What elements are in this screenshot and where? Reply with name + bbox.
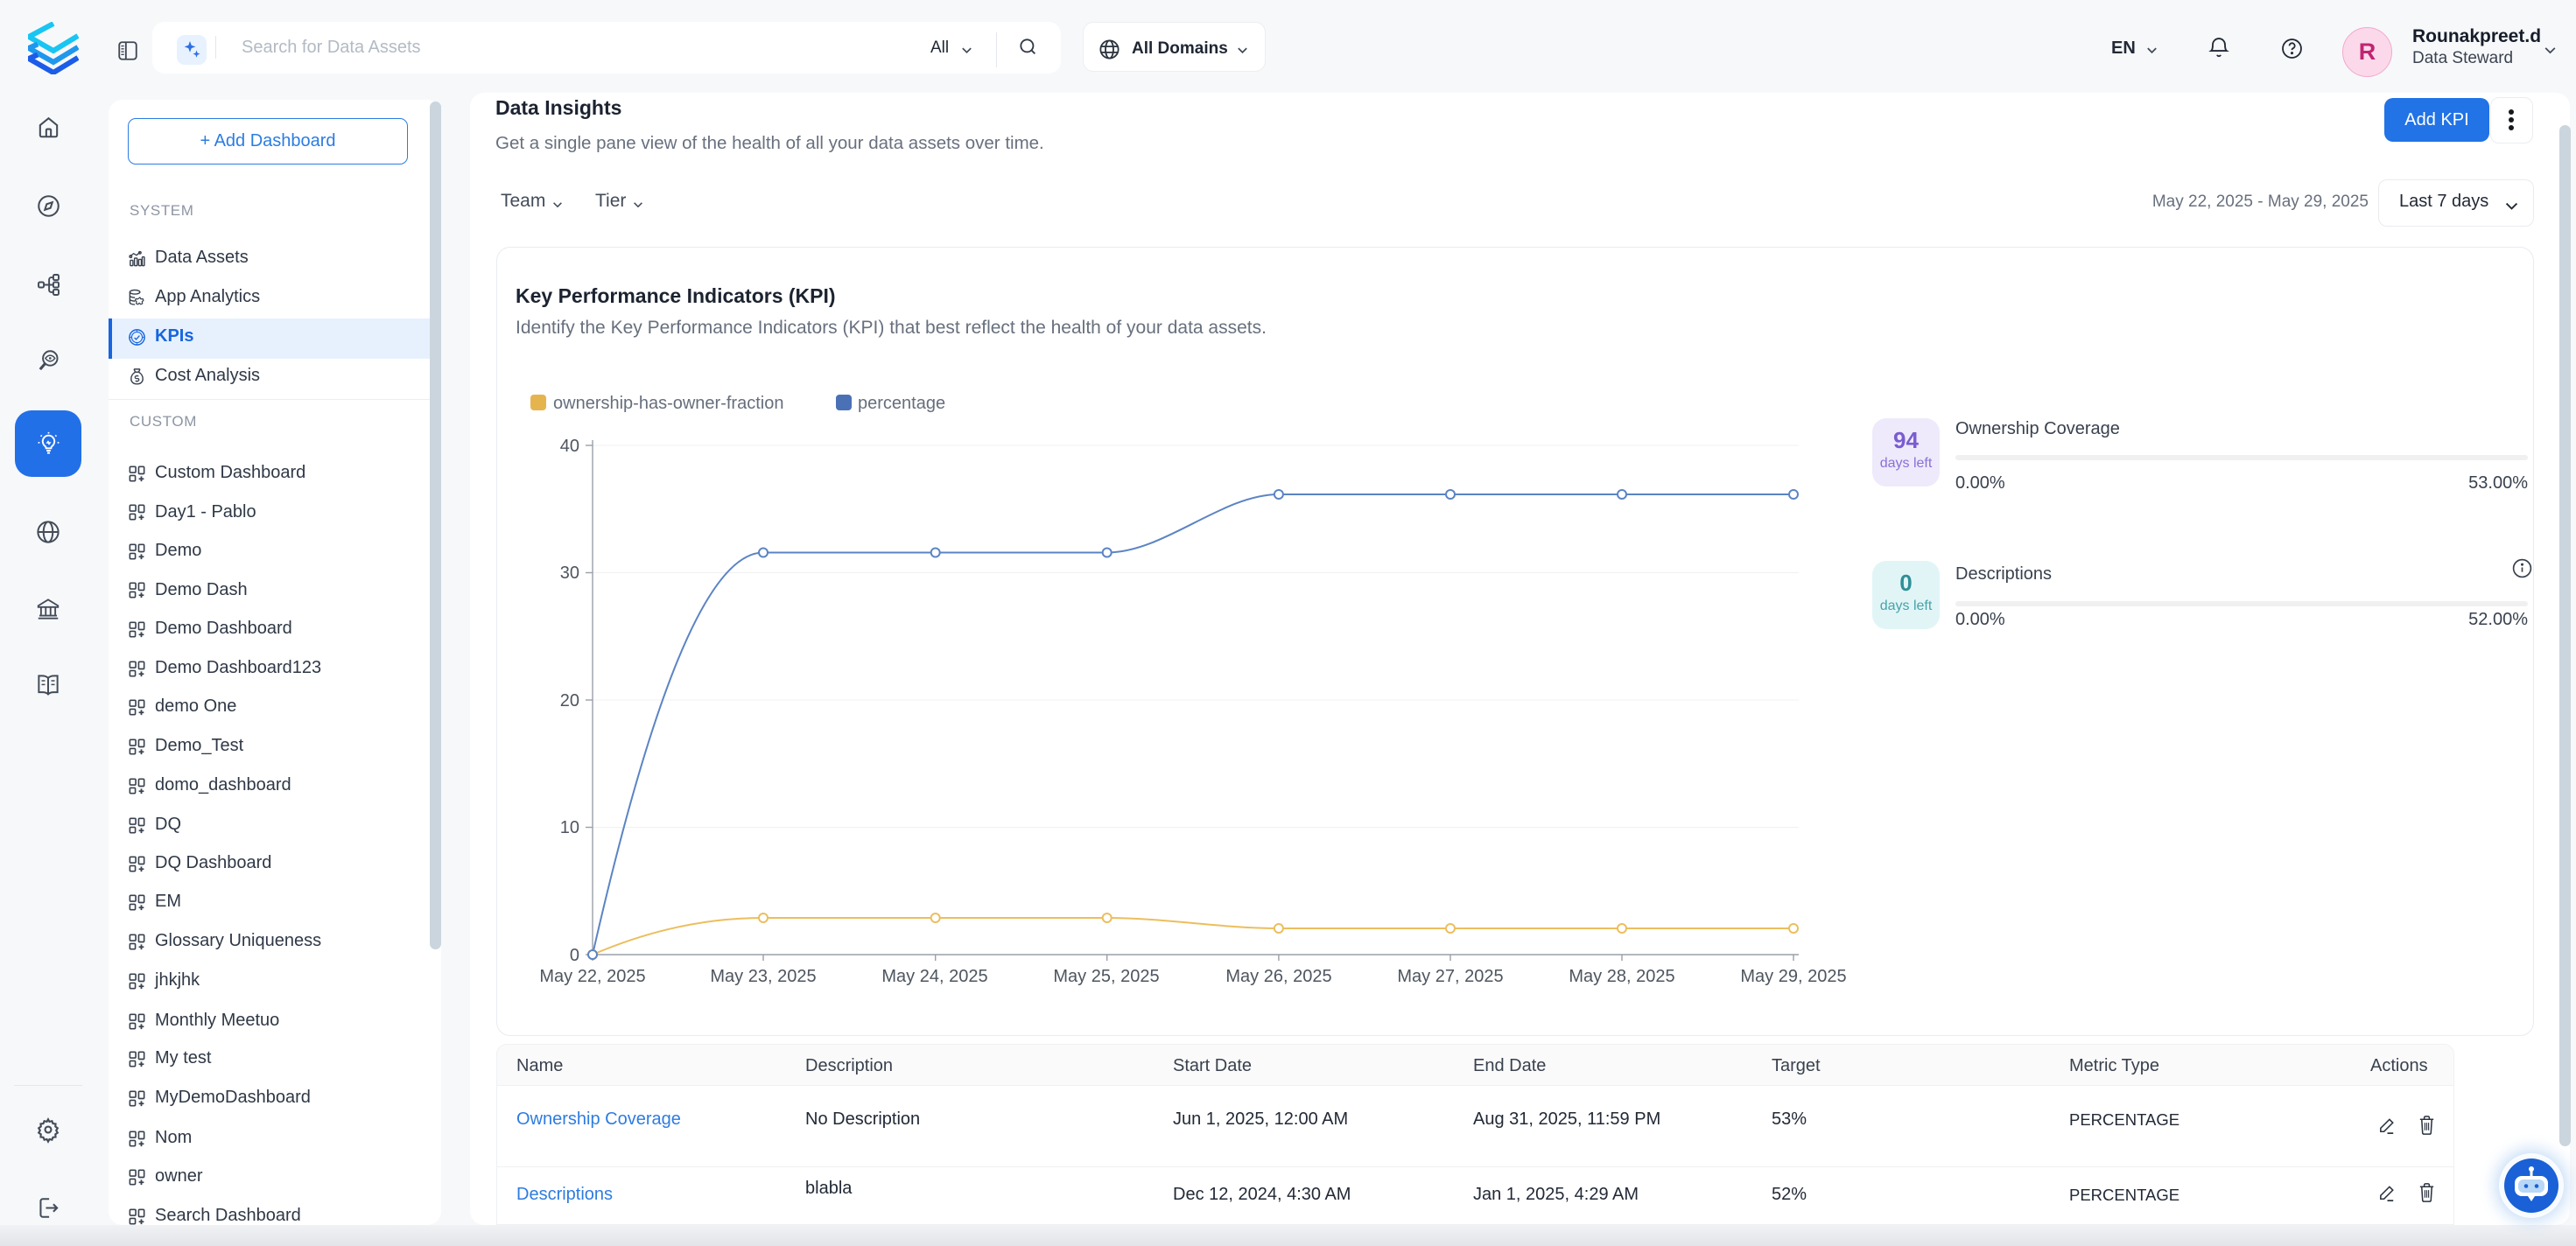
- svg-text:May 29, 2025: May 29, 2025: [1740, 967, 1846, 986]
- svg-text:May 25, 2025: May 25, 2025: [1053, 967, 1159, 986]
- svg-text:May 28, 2025: May 28, 2025: [1569, 967, 1674, 986]
- svg-text:May 26, 2025: May 26, 2025: [1225, 967, 1331, 986]
- svg-text:May 24, 2025: May 24, 2025: [881, 967, 987, 986]
- svg-text:30: 30: [560, 564, 579, 583]
- svg-text:10: 10: [560, 818, 579, 837]
- svg-text:May 27, 2025: May 27, 2025: [1397, 967, 1503, 986]
- svg-text:40: 40: [560, 437, 579, 456]
- svg-text:May 22, 2025: May 22, 2025: [539, 967, 645, 986]
- svg-text:May 23, 2025: May 23, 2025: [710, 967, 816, 986]
- svg-text:0: 0: [570, 946, 579, 965]
- svg-text:20: 20: [560, 691, 579, 710]
